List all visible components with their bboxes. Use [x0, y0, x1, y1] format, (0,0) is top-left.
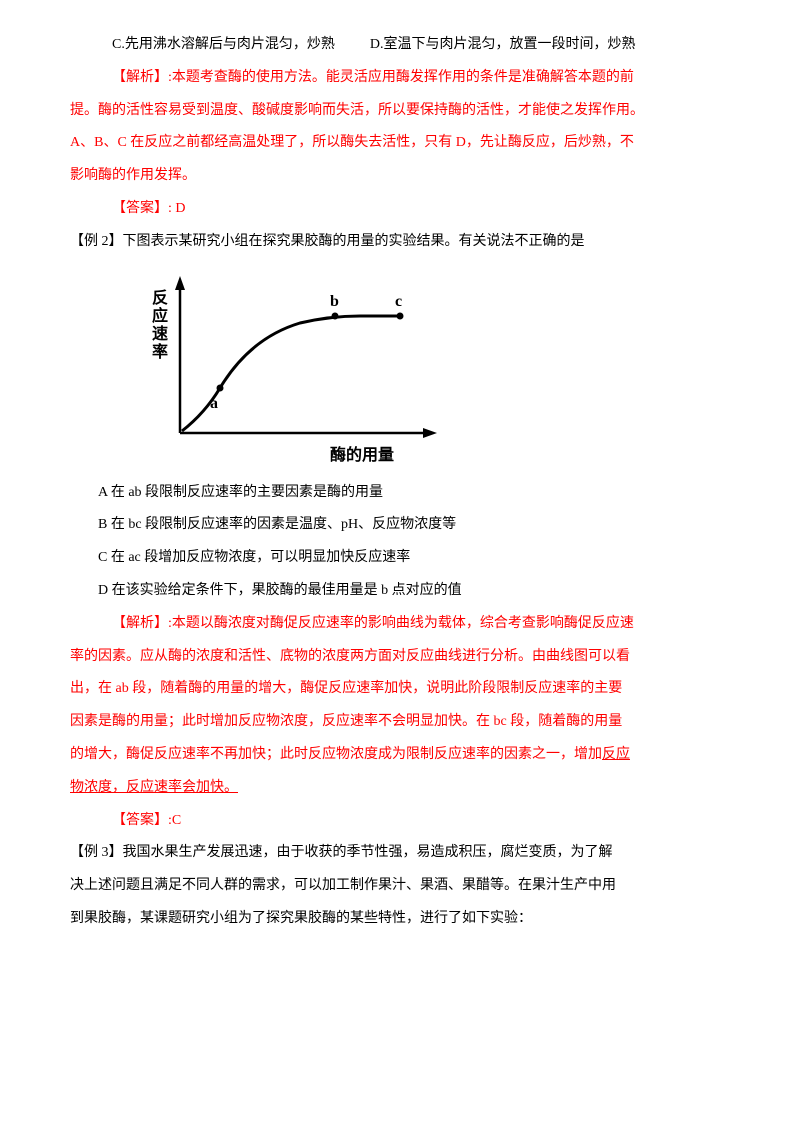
q3-line1: 【例 3】我国水果生产发展迅速，由于收获的季节性强，易造成积压，腐烂变质，为了解: [70, 838, 730, 869]
q2-analysis-line4: 因素是酶的用量；此时增加反应物浓度，反应速率不会明显加快。在 bc 段，随着酶的…: [70, 707, 730, 738]
q2-answer-label: 【答案】: [112, 813, 168, 828]
q1-answer: 【答案】: D: [70, 194, 730, 225]
label-a: a: [210, 395, 218, 412]
q2-option-b: B 在 bc 段限制反应速率的因素是温度、pH、反应物浓度等: [70, 510, 730, 541]
q2-option-d: D 在该实验给定条件下，果胶酶的最佳用量是 b 点对应的值: [70, 576, 730, 607]
q2-analysis-line6: 物浓度，反应速率会加快。: [70, 773, 730, 804]
point-a: [217, 384, 224, 391]
q1-analysis-label: 【解析】:: [112, 70, 172, 85]
point-c: [397, 312, 404, 319]
label-b: b: [330, 293, 339, 310]
q2-a-t6u: 物浓度，反应速率会加快。: [70, 780, 238, 795]
point-b: [332, 312, 339, 319]
q3-t1: 我国水果生产发展迅速，由于收获的季节性强，易造成积压，腐烂变质，为了解: [123, 845, 613, 860]
y-label4: 率: [152, 342, 168, 361]
q2-analysis-line3: 出，在 ab 段，随着酶的用量的增大，酶促反应速率加快，说明此阶段限制反应速率的…: [70, 674, 730, 705]
q2-answer-value: :C: [168, 813, 181, 828]
q1-options-cd: C.先用沸水溶解后与肉片混匀，炒熟 D.室温下与肉片混匀，放置一段时间，炒熟: [70, 30, 730, 61]
q2-analysis-label: 【解析】:: [112, 616, 172, 631]
q1-analysis-line3: A、B、C 在反应之前都经高温处理了，所以酶失去活性，只有 D，先让酶反应，后炒…: [70, 128, 730, 159]
q1-answer-label: 【答案】:: [112, 201, 175, 216]
curve: [182, 316, 400, 431]
y-axis-arrow: [175, 276, 185, 290]
q2-a-t1: 本题以酶浓度对酶促反应速率的影响曲线为载体，综合考查影响酶促反应速: [172, 616, 634, 631]
q2-analysis-line2: 率的因素。应从酶的浓度和活性、底物的浓度两方面对反应曲线进行分析。由曲线图可以看: [70, 642, 730, 673]
x-label: 酶的用量: [330, 445, 394, 464]
q2-a-t5u: 反应: [602, 747, 630, 762]
label-c: c: [395, 293, 402, 310]
q3-line2: 决上述问题且满足不同人群的需求，可以加工制作果汁、果酒、果醋等。在果汁生产中用: [70, 871, 730, 902]
q2-a-t5: 的增大，酶促反应速率不再加快；此时反应物浓度成为限制反应速率的因素之一，增加: [70, 747, 602, 762]
enzyme-chart: a b c 反 应 速 率 酶的用量: [130, 268, 450, 468]
x-axis-arrow: [423, 428, 437, 438]
q3-line3: 到果胶酶，某课题研究小组为了探究果胶酶的某些特性，进行了如下实验：: [70, 904, 730, 935]
q1-option-d: D.室温下与肉片混匀，放置一段时间，炒熟: [370, 37, 636, 52]
q2-answer: 【答案】:C: [70, 806, 730, 837]
q1-option-c: C.先用沸水溶解后与肉片混匀，炒熟: [112, 37, 335, 52]
q2-title-label: 【例 2】: [70, 234, 123, 249]
y-label3: 速: [152, 325, 168, 343]
q1-analysis-t1: 本题考查酶的使用方法。能灵活应用酶发挥作用的条件是准确解答本题的前: [172, 70, 634, 85]
y-label: 反: [152, 289, 168, 307]
q1-analysis-line2: 提。酶的活性容易受到温度、酸碱度影响而失活，所以要保持酶的活性，才能使之发挥作用…: [70, 96, 730, 127]
y-label2: 应: [152, 306, 168, 325]
q2-title-text: 下图表示某研究小组在探究果胶酶的用量的实验结果。有关说法不正确的是: [123, 234, 585, 249]
q2-option-a: A 在 ab 段限制反应速率的主要因素是酶的用量: [70, 478, 730, 509]
q1-analysis-line4: 影响酶的作用发挥。: [70, 161, 730, 192]
q1-answer-value: D: [175, 201, 185, 216]
q2-title: 【例 2】下图表示某研究小组在探究果胶酶的用量的实验结果。有关说法不正确的是: [70, 227, 730, 258]
q1-analysis-line1: 【解析】:本题考查酶的使用方法。能灵活应用酶发挥作用的条件是准确解答本题的前: [70, 63, 730, 94]
q3-title-label: 【例 3】: [70, 845, 123, 860]
q2-option-c: C 在 ac 段增加反应物浓度，可以明显加快反应速率: [70, 543, 730, 574]
q2-analysis-line5: 的增大，酶促反应速率不再加快；此时反应物浓度成为限制反应速率的因素之一，增加反应: [70, 740, 730, 771]
q2-analysis-line1: 【解析】:本题以酶浓度对酶促反应速率的影响曲线为载体，综合考查影响酶促反应速: [70, 609, 730, 640]
